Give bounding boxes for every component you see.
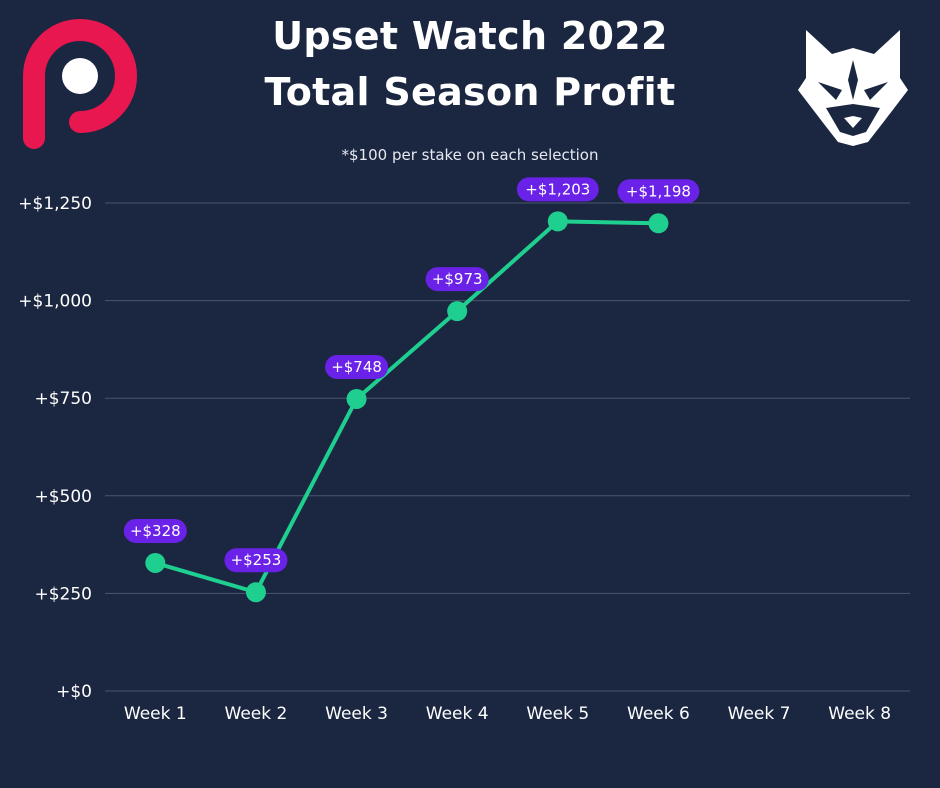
y-tick-label: +$250	[34, 584, 92, 604]
data-label: +$1,198	[626, 182, 691, 200]
data-point	[245, 582, 266, 603]
p-logo	[20, 14, 140, 158]
data-label-badge	[325, 354, 389, 379]
data-point	[346, 388, 367, 409]
y-tick-label: +$1,000	[18, 292, 92, 312]
data-point	[447, 301, 468, 322]
x-tick-label: Week 5	[526, 704, 589, 724]
data-label-badge	[516, 177, 599, 202]
data-label: +$328	[130, 522, 181, 540]
x-tick-label: Week 7	[728, 704, 791, 724]
x-tick-label: Week 2	[225, 704, 288, 724]
data-label-badge	[617, 179, 700, 204]
data-point	[547, 211, 568, 232]
x-tick-label: Week 3	[325, 704, 388, 724]
chart-subtitle: *$100 per stake on each selection	[341, 146, 599, 164]
data-label-badge	[224, 548, 288, 573]
data-point	[145, 552, 166, 573]
data-point	[648, 213, 669, 234]
y-tick-label: +$500	[34, 487, 92, 507]
y-tick-label: +$0	[56, 682, 92, 702]
data-label-badge	[123, 518, 187, 543]
chart-title-line1: Upset Watch 2022	[272, 14, 668, 58]
data-label: +$748	[331, 358, 382, 376]
chart-title-line2: Total Season Profit	[264, 70, 676, 114]
x-tick-label: Week 1	[124, 704, 187, 724]
x-tick-label: Week 6	[627, 704, 690, 724]
wolf-logo	[796, 20, 910, 152]
data-label: +$1,203	[525, 180, 590, 198]
x-tick-label: Week 4	[426, 704, 489, 724]
data-label-badge	[425, 267, 489, 292]
y-tick-label: +$750	[34, 389, 92, 409]
x-tick-label: Week 8	[828, 704, 891, 724]
series-line	[154, 219, 659, 595]
data-label: +$253	[231, 551, 282, 569]
y-tick-label: +$1,250	[18, 194, 92, 214]
data-label: +$973	[432, 270, 483, 288]
